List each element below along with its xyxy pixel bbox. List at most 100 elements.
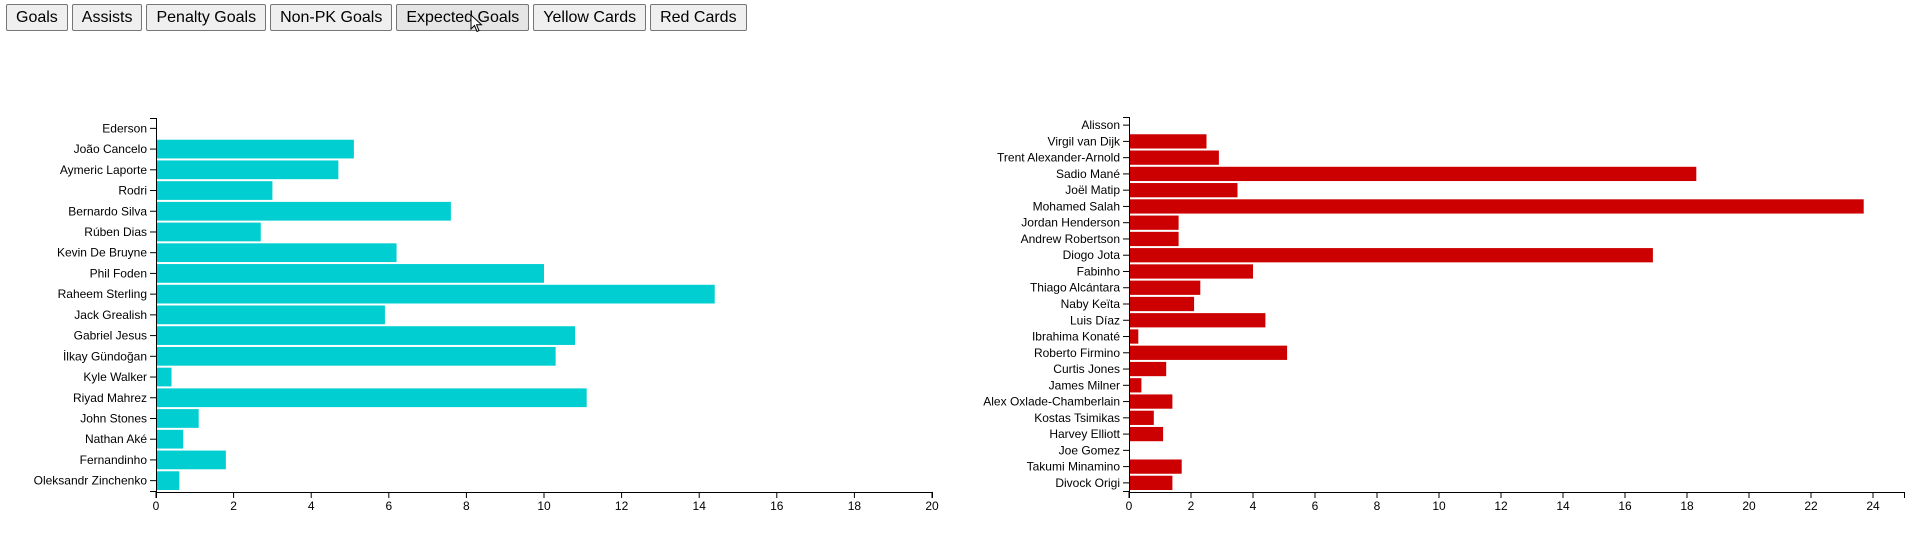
x-tick-label: 4 [308,499,315,513]
penalty-goals-button[interactable]: Penalty Goals [146,4,267,31]
bar-bernardo-silva [156,201,451,221]
y-tick-label: Diogo Jota [1063,248,1121,262]
x-tick-label: 14 [693,499,707,513]
bar-john-stones [156,409,199,428]
bar-naby-keita [1129,296,1195,312]
bar-diogo-jota [1129,248,1653,263]
bar-luis-diaz [1129,313,1266,328]
x-tick-label: 12 [615,499,629,513]
y-tick-label: Luis Díaz [1070,313,1120,327]
y-tick-label: Fabinho [1077,264,1121,278]
bar-mohamed-salah [1129,199,1864,214]
y-axis-line [1123,117,1130,492]
y-tick-label: Aymeric Laporte [60,163,147,177]
y-tick-label: Bernardo Silva [68,204,147,218]
y-tick-label: Rúben Dias [84,225,147,239]
y-tick-label: Raheem Sterling [58,287,147,301]
expected-goals-button[interactable]: Expected Goals [396,4,530,31]
y-tick-label: Gabriel Jesus [74,329,147,343]
bar-oleksandr-zinchenko [156,471,180,490]
y-tick-label: Nathan Aké [85,432,147,446]
x-tick-label: 16 [770,499,784,513]
bar-nathan-ake [156,429,184,449]
bar-ibrahima-konate [1129,329,1139,344]
bar-aymeric-laporte [156,160,339,180]
x-tick-label: 24 [1866,499,1880,513]
bar-kevin-de-bruyne [156,243,397,263]
y-tick-label: Roberto Firmino [1034,346,1120,360]
goals-button[interactable]: Goals [6,4,68,31]
y-tick-label: Naby Keïta [1061,297,1121,311]
x-tick-label: 20 [1742,499,1756,513]
x-tick-label: 18 [1680,499,1694,513]
y-tick-label: Riyad Mahrez [73,391,147,405]
bar-joao-cancelo [156,139,354,159]
y-tick-label: Kostas Tsimikas [1034,411,1120,425]
bar-harvey-elliott [1129,426,1164,442]
x-tick-label: 10 [1432,499,1446,513]
x-tick-label: 8 [463,499,470,513]
y-tick-label: Trent Alexander-Arnold [997,151,1120,165]
bar-virgil-van-dijk [1129,134,1207,149]
y-tick-label: İlkay Gündoğan [63,349,147,363]
x-tick-label: 22 [1804,499,1818,513]
y-tick-label: John Stones [80,411,147,425]
y-tick-label: Curtis Jones [1053,362,1120,376]
y-tick-label: Jordan Henderson [1021,216,1120,230]
y-tick-label: Ederson [102,121,147,135]
y-tick-label: Thiago Alcántara [1030,281,1120,295]
bar-ilkay-gundogan [156,346,556,366]
stat-toolbar: Goals Assists Penalty Goals Non-PK Goals… [6,4,747,31]
y-tick-label: Joe Gomez [1059,443,1120,457]
x-tick-label: 4 [1250,499,1257,513]
bar-divock-origi [1129,475,1173,490]
y-tick-label: Sadio Mané [1056,167,1120,181]
x-axis-line [1129,492,1905,498]
bar-jack-grealish [156,305,385,325]
y-tick-label: Ibrahima Konaté [1032,330,1120,344]
bar-alex-oxlade-chamberlain [1129,394,1173,409]
y-tick-label: James Milner [1049,378,1120,392]
y-tick-label: Rodri [118,184,147,198]
x-tick-label: 14 [1556,499,1570,513]
bar-fernandinho [156,450,226,470]
bar-takumi-minamino [1129,459,1182,474]
non-pk-goals-button[interactable]: Non-PK Goals [270,4,393,31]
bar-joel-matip [1129,183,1238,198]
bar-rodri [156,181,273,200]
bar-curtis-jones [1129,361,1167,377]
y-tick-label: Andrew Robertson [1021,232,1120,246]
x-tick-label: 0 [153,499,160,513]
y-tick-label: Virgil van Dijk [1048,134,1121,148]
y-tick-label: Kyle Walker [83,370,147,384]
bar-roberto-firmino [1129,345,1288,360]
bar-kostas-tsimikas [1129,410,1154,425]
x-tick-label: 0 [1126,499,1133,513]
y-tick-label: Jack Grealish [74,308,147,322]
y-tick-label: Takumi Minamino [1027,460,1121,474]
x-tick-label: 16 [1618,499,1632,513]
y-tick-label: João Cancelo [74,142,148,156]
x-tick-label: 20 [925,499,939,513]
bar-raheem-sterling [156,284,715,304]
y-tick-label: Mohamed Salah [1033,199,1120,213]
red-cards-button[interactable]: Red Cards [650,4,747,31]
y-tick-label: Alisson [1081,118,1120,132]
yellow-cards-button[interactable]: Yellow Cards [533,4,647,31]
bar-sadio-mane [1129,166,1697,182]
y-tick-label: Kevin De Bruyne [57,246,147,260]
assists-button[interactable]: Assists [71,4,143,31]
y-tick-label: Phil Foden [90,266,147,280]
bar-phil-foden [156,264,544,283]
left-bar-chart: Ederson João Cancelo Aymeric Laporte Rodri B… [34,118,939,513]
bar-kyle-walker [156,367,172,387]
bar-jordan-henderson [1129,215,1179,230]
x-tick-label: 6 [385,499,392,513]
y-tick-label: Fernandinho [80,453,148,467]
bar-ruben-dias [156,222,261,242]
y-tick-label: Alex Oxlade-Chamberlain [983,395,1120,409]
bar-riyad-mahrez [156,388,587,408]
bar-james-milner [1129,378,1142,393]
y-tick-label: Oleksandr Zinchenko [34,474,148,488]
